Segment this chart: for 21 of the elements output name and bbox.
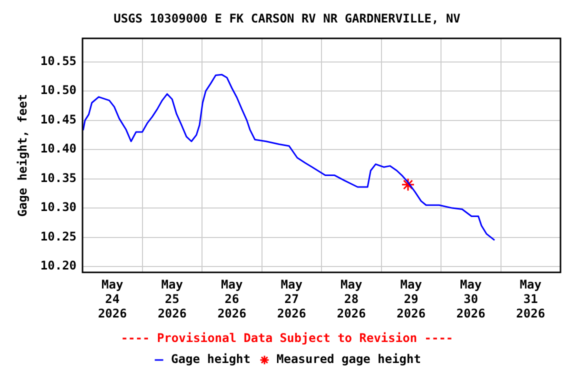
y-tick-label: 10.35 [40, 170, 77, 185]
legend-label: Gage height [171, 352, 251, 366]
y-tick-label: 10.25 [40, 229, 77, 244]
x-tick-label: May 29 2026 [396, 278, 426, 321]
x-tick-label: May 26 2026 [217, 278, 246, 321]
x-tick-label: May 27 2026 [277, 278, 306, 321]
x-tick-label: May 24 2026 [98, 278, 127, 321]
y-tick-label: 10.20 [40, 258, 77, 273]
x-tick-label: May 31 2026 [516, 278, 546, 321]
y-tick-label: 10.40 [40, 142, 77, 156]
legend-label: Measured gage height [276, 352, 421, 366]
y-axis-title: Gage height, feet [15, 94, 30, 217]
y-tick-label: 10.55 [40, 54, 77, 68]
x-tick-label: May 28 2026 [336, 278, 366, 321]
x-tick-label: May 25 2026 [158, 278, 187, 321]
chart-title: USGS 10309000 E FK CARSON RV NR GARDNERVILLE, NV [114, 11, 460, 26]
y-tick-label: 10.45 [40, 112, 77, 126]
x-tick-label: May 30 2026 [456, 278, 486, 321]
text: ---- Provisional Data Subject to Revision ---- [120, 330, 454, 345]
y-tick-label: 10.30 [40, 200, 77, 214]
y-tick-label: 10.50 [40, 83, 77, 98]
